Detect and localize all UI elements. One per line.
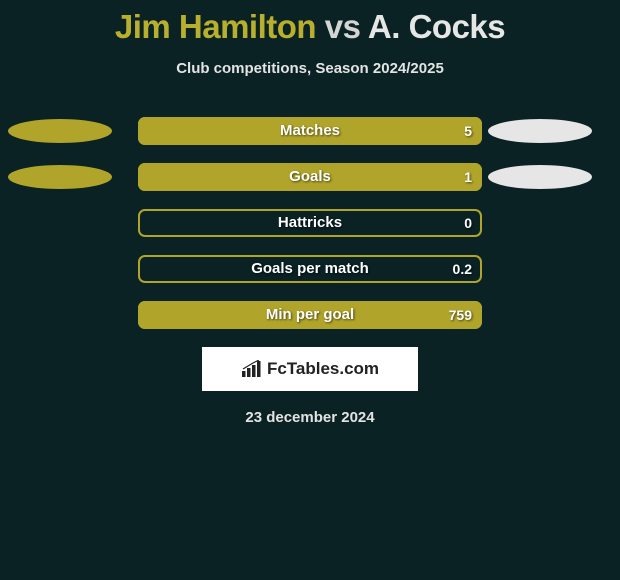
stat-value-right: 759: [449, 301, 472, 329]
stat-value-right: 5: [464, 117, 472, 145]
stat-row: Matches5: [0, 117, 620, 145]
stat-row: Min per goal759: [0, 301, 620, 329]
date-text: 23 december 2024: [0, 409, 620, 426]
stat-row: Hattricks0: [0, 209, 620, 237]
stat-row: Goals1: [0, 163, 620, 191]
comparison-rows: Matches5Goals1Hattricks0Goals per match0…: [0, 117, 620, 329]
title-player1: Jim Hamilton: [115, 8, 316, 45]
branding-box: FcTables.com: [202, 347, 418, 391]
stat-value-right: 1: [464, 163, 472, 191]
title-vs: vs: [325, 8, 361, 45]
title-player2: A. Cocks: [368, 8, 505, 45]
chart-icon: [241, 360, 263, 378]
right-ellipse: [488, 119, 592, 143]
stat-row: Goals per match0.2: [0, 255, 620, 283]
stat-label: Hattricks: [138, 209, 482, 237]
stat-label: Goals per match: [138, 255, 482, 283]
left-ellipse: [8, 119, 112, 143]
stat-value-right: 0: [464, 209, 472, 237]
subtitle: Club competitions, Season 2024/2025: [0, 60, 620, 77]
stat-label: Min per goal: [138, 301, 482, 329]
left-ellipse: [8, 165, 112, 189]
right-ellipse: [488, 165, 592, 189]
stat-value-right: 0.2: [453, 255, 472, 283]
stat-label: Goals: [138, 163, 482, 191]
branding-text: FcTables.com: [267, 359, 379, 379]
page-title: Jim Hamilton vs A. Cocks: [0, 0, 620, 46]
stat-label: Matches: [138, 117, 482, 145]
